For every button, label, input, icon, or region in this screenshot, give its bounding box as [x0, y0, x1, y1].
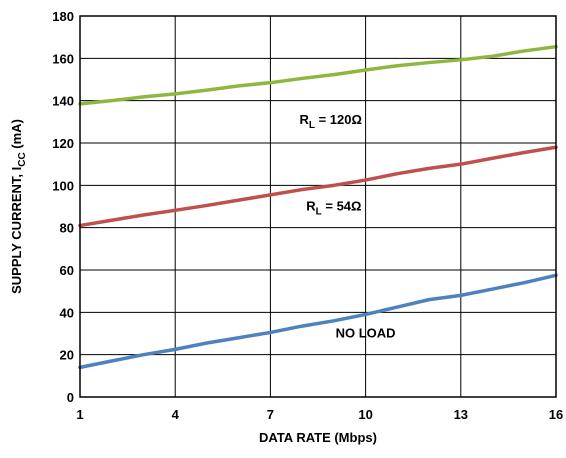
y-tick-label: 180: [52, 9, 74, 24]
series-line: [78, 44, 558, 106]
x-tick-label: 4: [172, 407, 180, 422]
x-tick-label: 13: [454, 407, 468, 422]
y-tick-label: 140: [52, 94, 74, 109]
y-axis-title: SUPPLY CURRENT, ICC (mA): [9, 119, 28, 294]
y-tick-label: 40: [60, 305, 74, 320]
series-label-value: = 54Ω: [322, 199, 362, 214]
series-label-main: R: [306, 199, 316, 214]
y-axis-title-unit: (mA): [9, 119, 24, 152]
y-tick-label: 160: [52, 51, 74, 66]
y-axis-title-main: SUPPLY CURRENT, I: [9, 167, 24, 294]
series-line: [78, 145, 558, 228]
y-tick-label: 20: [60, 348, 74, 363]
y-tick-label: 100: [52, 178, 74, 193]
x-tick-label: 1: [76, 407, 83, 422]
series-label: RL = 54Ω: [306, 199, 361, 218]
x-tick-label: 7: [267, 407, 274, 422]
series-label-main: NO LOAD: [336, 326, 396, 341]
y-tick-label: 120: [52, 136, 74, 151]
series-label: NO LOAD: [336, 326, 396, 341]
x-axis-title: DATA RATE (Mbps): [259, 430, 377, 445]
series-label-subscript: L: [316, 207, 322, 218]
x-tick-label: 10: [358, 407, 372, 422]
series-label: RL = 120Ω: [299, 112, 361, 131]
series-group: [78, 44, 558, 370]
y-tick-label: 80: [60, 221, 74, 236]
y-tick-label: 60: [60, 263, 74, 278]
series-label-value: = 120Ω: [315, 112, 362, 127]
y-tick-label: 0: [67, 390, 74, 405]
series-label-main: R: [299, 112, 309, 127]
plot-frame: [79, 15, 557, 398]
series-line: [78, 273, 558, 370]
x-tick-label: 16: [549, 407, 563, 422]
series-label-subscript: L: [309, 120, 315, 131]
y-axis-title-subscript: CC: [17, 152, 28, 166]
